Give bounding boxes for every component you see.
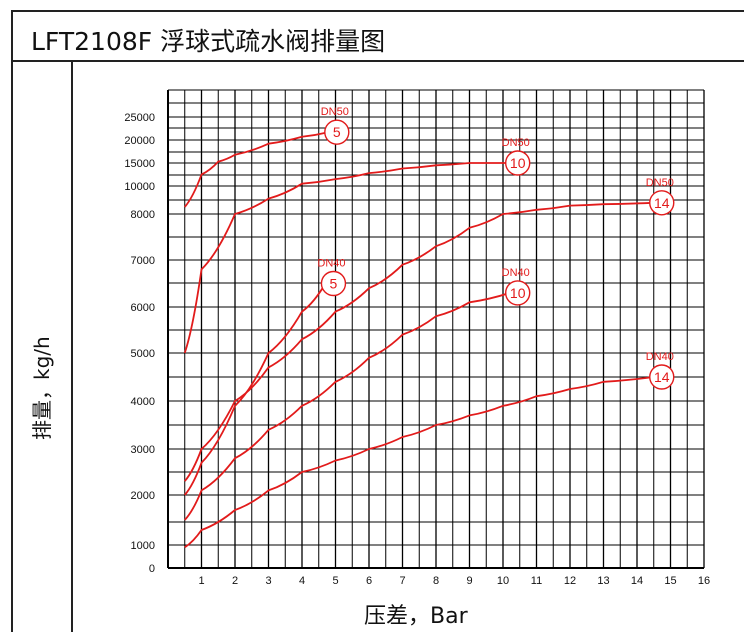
y-tick-label: 5000 bbox=[131, 348, 155, 360]
size-label: DN50 bbox=[321, 106, 349, 118]
y-tick-label: 15000 bbox=[124, 158, 155, 170]
orifice-label: 5 bbox=[330, 276, 338, 292]
y-tick-label: 0 bbox=[149, 563, 155, 575]
orifice-label: 14 bbox=[654, 195, 670, 211]
orifice-marker bbox=[649, 190, 675, 216]
orifice-label: 10 bbox=[510, 155, 526, 171]
x-tick-label: 10 bbox=[497, 575, 509, 587]
orifice-label: 5 bbox=[333, 124, 341, 140]
y-tick-label: 8000 bbox=[131, 209, 155, 221]
x-tick-label: 5 bbox=[332, 575, 338, 587]
y-tick-label: 25000 bbox=[124, 112, 155, 124]
x-tick-label: 6 bbox=[366, 575, 372, 587]
title-bar bbox=[11, 10, 744, 62]
series-line bbox=[184, 283, 327, 496]
x-tick-label: 4 bbox=[299, 575, 305, 587]
orifice-marker bbox=[320, 270, 347, 297]
x-tick-label: 14 bbox=[631, 575, 643, 587]
orifice-label: 14 bbox=[654, 369, 670, 385]
x-axis-label: 压差，Bar bbox=[364, 604, 468, 629]
size-label: DN40 bbox=[646, 351, 674, 363]
x-tick-label: 9 bbox=[466, 575, 472, 587]
orifice-label: 10 bbox=[510, 285, 526, 301]
y-tick-label: 6000 bbox=[131, 302, 155, 314]
y-label-column bbox=[11, 62, 73, 632]
size-label: DN40 bbox=[317, 258, 345, 270]
x-tick-label: 13 bbox=[597, 575, 609, 587]
y-tick-label: 1000 bbox=[131, 540, 155, 552]
orifice-marker bbox=[505, 150, 531, 176]
y-tick-label: 3000 bbox=[131, 444, 155, 456]
size-label: DN40 bbox=[502, 267, 530, 279]
x-tick-label: 8 bbox=[433, 575, 439, 587]
y-tick-label: 10000 bbox=[124, 181, 155, 193]
x-tick-label: 16 bbox=[698, 575, 710, 587]
x-tick-label: 12 bbox=[564, 575, 576, 587]
series-line bbox=[184, 131, 330, 208]
x-tick-label: 2 bbox=[232, 575, 238, 587]
series-lines bbox=[183, 131, 654, 549]
x-tick-label: 3 bbox=[265, 575, 271, 587]
series-line bbox=[184, 376, 654, 549]
y-tick-label: 7000 bbox=[131, 255, 155, 267]
series-markers: 5 DN50 10 DN50 14 DN50 5 DN40 10 DN40 14 DN40 bbox=[317, 106, 675, 390]
orifice-marker bbox=[649, 364, 675, 390]
x-tick-label: 1 bbox=[198, 575, 204, 587]
x-tick-label: 7 bbox=[399, 575, 405, 587]
series-line bbox=[184, 292, 510, 521]
orifice-marker bbox=[324, 119, 350, 145]
tick-labels: 0100020003000400050006000700080001000015… bbox=[124, 112, 710, 587]
y-tick-label: 2000 bbox=[131, 490, 155, 502]
chart-frame bbox=[11, 10, 744, 632]
size-label: DN50 bbox=[502, 137, 530, 149]
y-tick-label: 4000 bbox=[131, 396, 155, 408]
size-label: DN50 bbox=[646, 177, 674, 189]
x-tick-label: 11 bbox=[531, 575, 542, 587]
orifice-marker bbox=[505, 280, 531, 306]
series-line bbox=[183, 162, 510, 354]
page-title: LFT2108F 浮球式疏水阀排量图 bbox=[31, 27, 386, 56]
chart-grid bbox=[167, 89, 705, 569]
x-tick-label: 15 bbox=[664, 575, 676, 587]
y-tick-label: 20000 bbox=[124, 135, 155, 147]
